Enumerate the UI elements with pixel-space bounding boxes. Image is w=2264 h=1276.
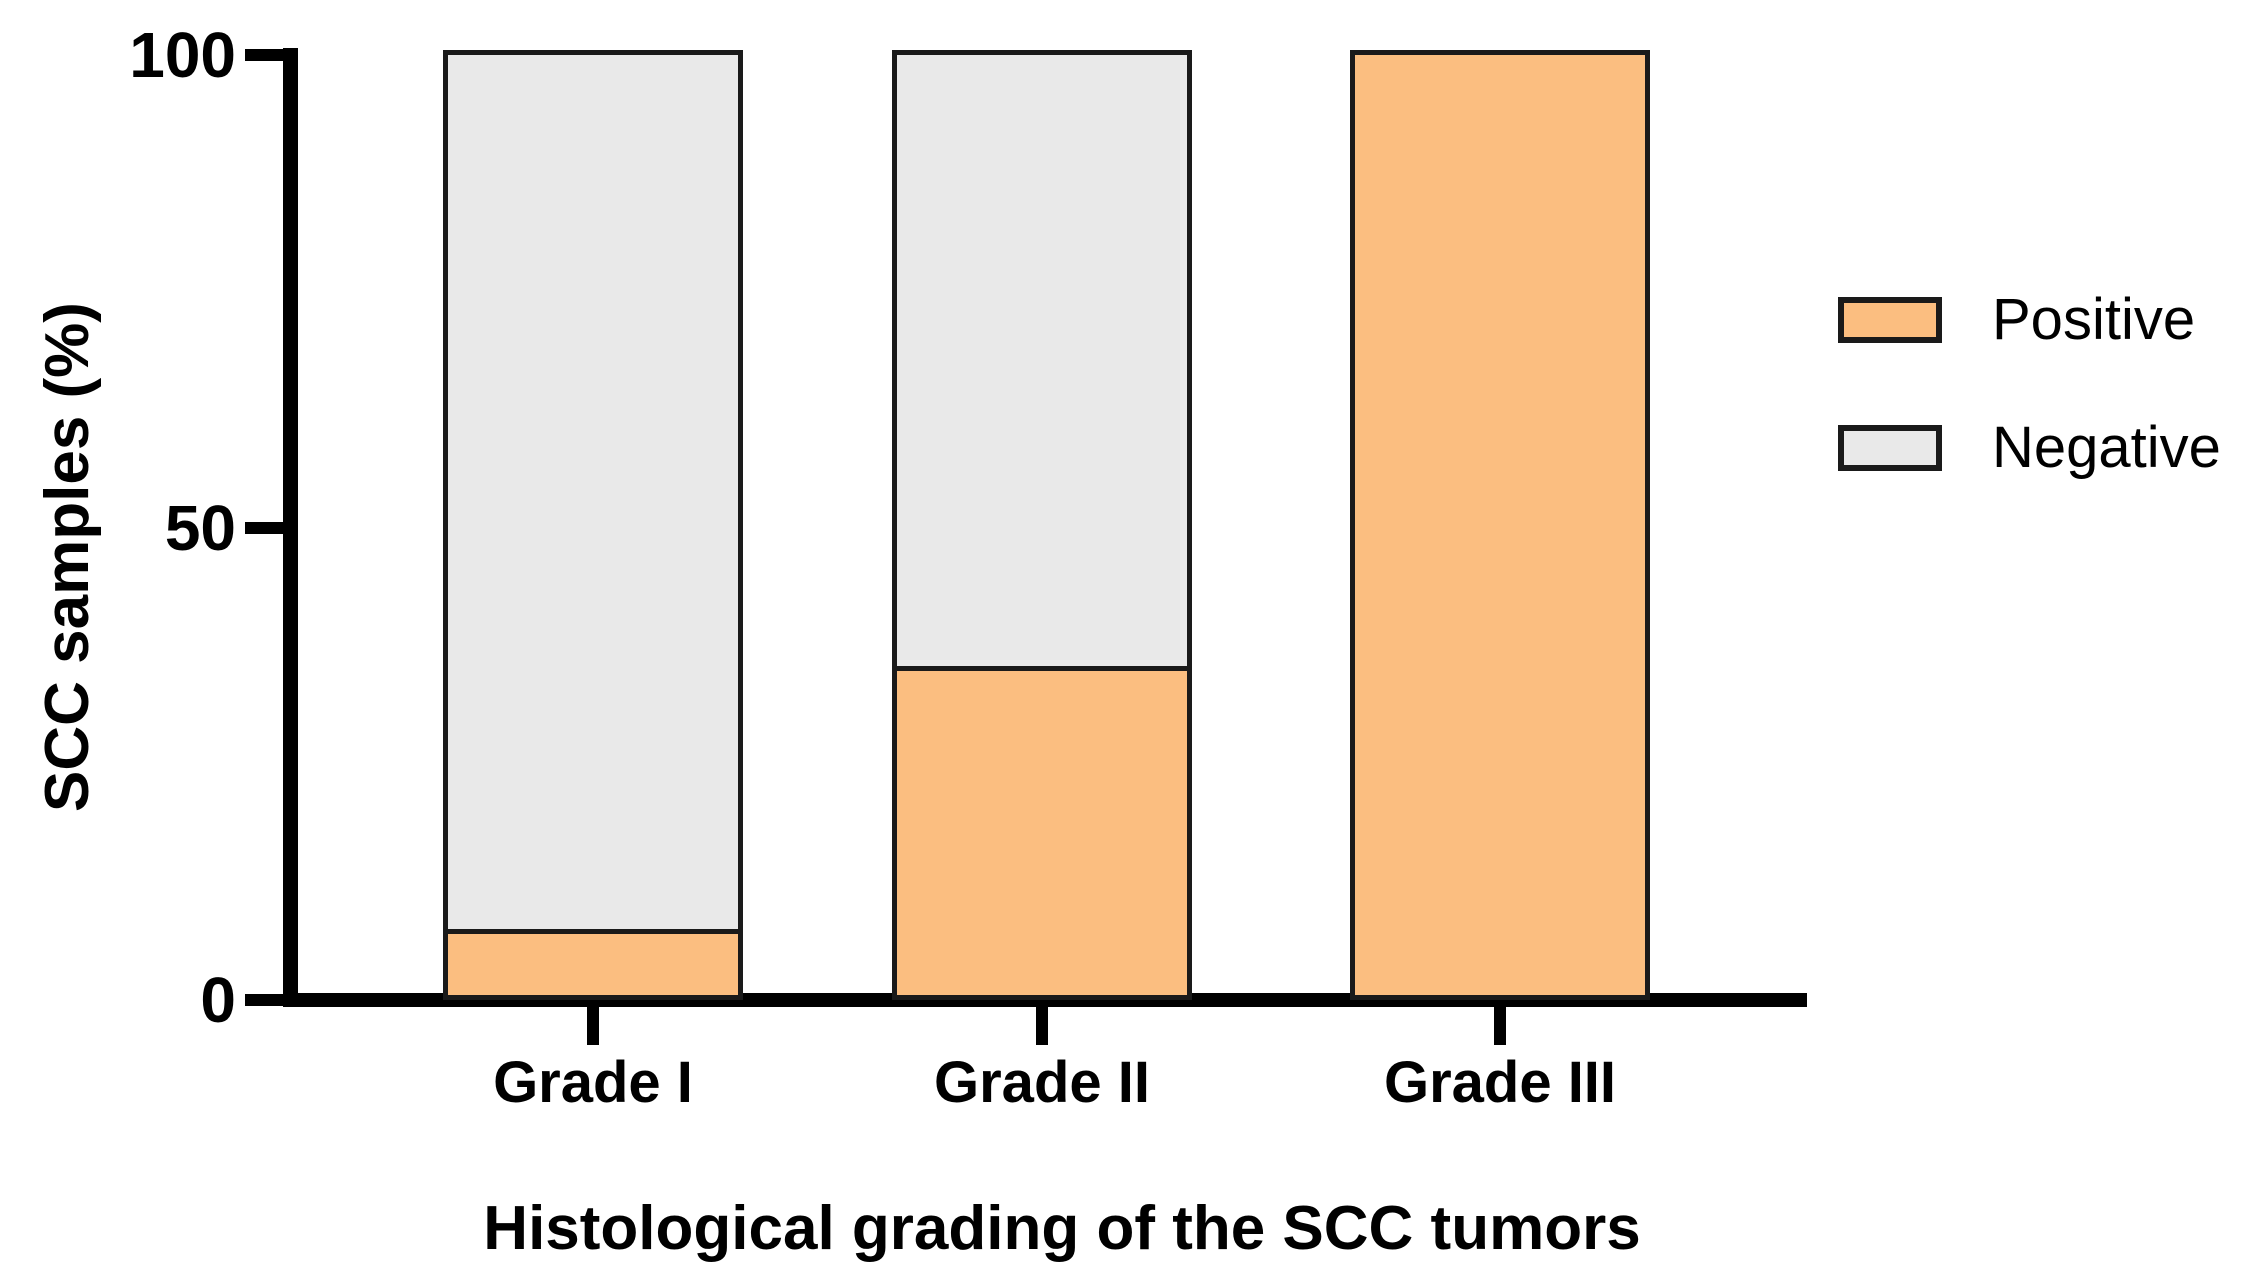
legend-swatch-negative [1838,425,1942,471]
legend-item-negative: Negative [1838,411,2221,485]
legend-swatch-positive [1838,297,1942,343]
x-axis-category-label: Grade III [1383,1050,1617,1115]
x-axis-tick [1036,1007,1048,1045]
y-axis-tick-label: 50 [164,491,236,564]
legend-item-positive: Positive [1838,283,2221,357]
bar-grade-i [443,50,743,1000]
x-axis-tick [1494,1007,1506,1045]
x-axis-category-label: Grade I [493,1050,693,1115]
bar-grade-iii [1350,50,1650,1000]
bar-segment-negative [897,55,1187,666]
y-axis-line [283,48,298,1007]
bar-segment-negative [448,55,738,930]
bar-segment-positive [1355,55,1645,995]
legend-label: Positive [1992,287,2196,352]
bar-grade-ii [892,50,1192,1000]
bar-segment-positive [448,929,738,995]
x-axis-tick [587,1007,599,1045]
y-axis-tick [245,994,283,1006]
legend-label: Negative [1992,415,2221,480]
x-axis-title: Histological grading of the SCC tumors [483,1194,1641,1263]
x-axis-category-label: Grade II [934,1050,1150,1115]
bar-segment-positive [897,666,1187,995]
y-axis-tick [245,521,283,534]
y-axis-tick-label: 0 [200,964,236,1036]
legend: Positive Negative [1838,283,2221,539]
y-axis-tick-label: 100 [129,19,236,91]
y-axis-tick [245,49,283,61]
